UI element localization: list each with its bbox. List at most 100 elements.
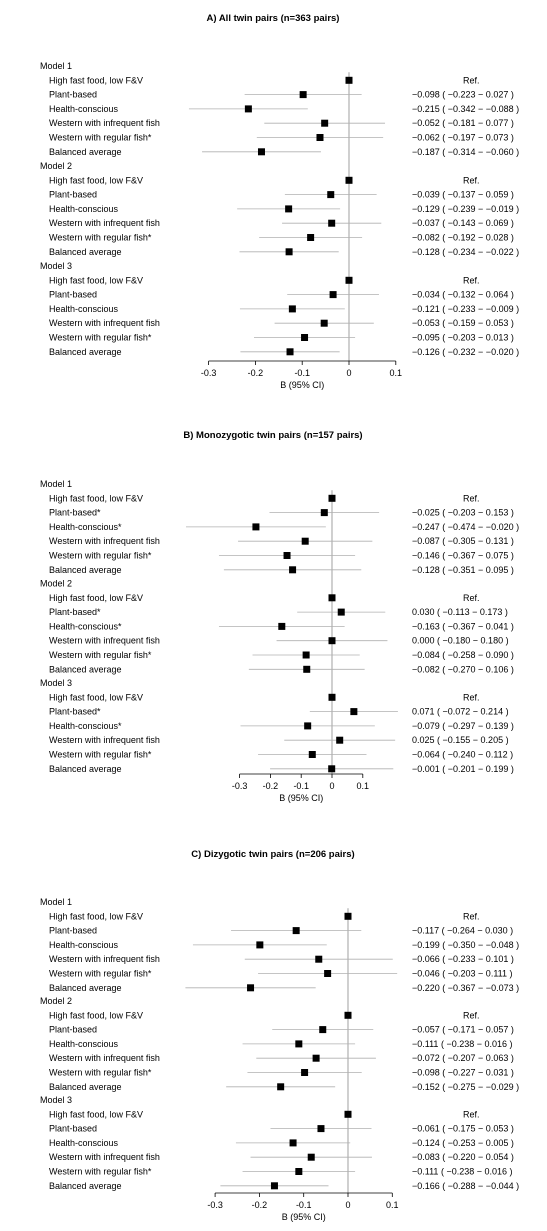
panel-title: B) Monozygotic twin pairs (n=157 pairs) bbox=[183, 430, 362, 441]
row-label: Plant-based* bbox=[49, 607, 101, 617]
point-estimate bbox=[344, 1110, 352, 1118]
x-tick-label: 0 bbox=[329, 781, 334, 791]
point-estimate bbox=[328, 765, 336, 773]
row-label: Western with infrequent fish bbox=[49, 954, 160, 964]
x-tick-label: -0.3 bbox=[207, 1200, 223, 1210]
point-estimate bbox=[295, 1040, 303, 1048]
point-estimate bbox=[285, 248, 293, 256]
row-label: Balanced average bbox=[49, 1082, 122, 1092]
row-label: Health-conscious* bbox=[49, 721, 122, 731]
point-estimate bbox=[301, 334, 309, 341]
ci-text: −0.084 ( −0.258 − 0.090 ) bbox=[412, 650, 514, 660]
ci-text: 0.071 ( −0.072 − 0.214 ) bbox=[412, 707, 509, 717]
point-estimate bbox=[316, 134, 324, 141]
point-estimate bbox=[278, 622, 286, 630]
ci-text: −0.083 ( −0.220 − 0.054 ) bbox=[412, 1152, 514, 1162]
x-tick-label: -0.2 bbox=[252, 1200, 268, 1210]
row-label: Western with regular fish* bbox=[49, 1167, 152, 1177]
x-tick-label: -0.1 bbox=[296, 1200, 312, 1210]
point-estimate bbox=[257, 148, 265, 156]
panel-title: A) All twin pairs (n=363 pairs) bbox=[207, 13, 340, 24]
ci-text: Ref. bbox=[463, 911, 480, 921]
x-tick-label: 0.1 bbox=[386, 1200, 399, 1210]
point-estimate bbox=[299, 91, 307, 99]
point-estimate bbox=[285, 205, 293, 213]
point-estimate bbox=[321, 119, 329, 127]
ci-text: Ref. bbox=[463, 1109, 480, 1119]
point-estimate bbox=[301, 537, 309, 545]
model-heading: Model 2 bbox=[40, 996, 72, 1006]
x-tick-label: -0.1 bbox=[293, 781, 309, 791]
row-label: Health-conscious bbox=[49, 104, 119, 114]
row-label: Western with infrequent fish bbox=[49, 1152, 160, 1162]
x-tick-label: -0.1 bbox=[294, 368, 310, 378]
ci-text: −0.082 ( −0.270 − 0.106 ) bbox=[412, 664, 514, 674]
ci-text: −0.098 ( −0.223 − 0.027 ) bbox=[412, 90, 514, 100]
ci-text: −0.079 ( −0.297 − 0.139 ) bbox=[412, 721, 514, 731]
ci-text: −0.220 ( −0.367 − −0.073 ) bbox=[412, 983, 519, 993]
point-estimate bbox=[295, 1168, 303, 1175]
point-estimate bbox=[350, 708, 358, 716]
point-estimate bbox=[337, 608, 345, 616]
row-label: Balanced average bbox=[49, 983, 122, 993]
ci-text: −0.052 ( −0.181 − 0.077 ) bbox=[412, 118, 514, 128]
ci-text: −0.111 ( −0.238 − 0.016 ) bbox=[412, 1167, 513, 1177]
row-label: Health-conscious bbox=[49, 1138, 119, 1148]
point-estimate bbox=[303, 665, 311, 673]
row-label: Western with regular fish* bbox=[49, 233, 152, 243]
ci-text: −0.215 ( −0.342 − −0.088 ) bbox=[412, 104, 519, 114]
point-estimate bbox=[315, 955, 323, 963]
ci-text: −0.098 ( −0.227 − 0.031 ) bbox=[412, 1068, 514, 1078]
point-estimate bbox=[345, 176, 353, 184]
point-estimate bbox=[302, 651, 310, 659]
point-estimate bbox=[308, 751, 316, 758]
ci-text: −0.199 ( −0.350 − −0.048 ) bbox=[412, 940, 519, 950]
x-tick-label: 0.1 bbox=[390, 368, 403, 378]
model-heading: Model 3 bbox=[40, 261, 72, 271]
row-label: Western with infrequent fish bbox=[49, 636, 160, 646]
row-label: Health-conscious* bbox=[49, 522, 122, 532]
ci-text: −0.062 ( −0.197 − 0.073 ) bbox=[412, 133, 514, 143]
point-estimate bbox=[344, 1011, 352, 1019]
ci-text: −0.064 ( −0.240 − 0.112 ) bbox=[412, 750, 513, 760]
ci-text: −0.034 ( −0.132 − 0.064 ) bbox=[412, 290, 514, 300]
point-estimate bbox=[344, 912, 352, 920]
point-estimate bbox=[307, 234, 315, 241]
ci-text: −0.152 ( −0.275 − −0.029 ) bbox=[412, 1082, 519, 1092]
point-estimate bbox=[328, 594, 336, 602]
ci-text: −0.066 ( −0.233 − 0.101 ) bbox=[412, 954, 514, 964]
ci-text: 0.000 ( −0.180 − 0.180 ) bbox=[412, 636, 509, 646]
point-estimate bbox=[312, 1054, 320, 1062]
point-estimate bbox=[345, 76, 353, 84]
row-label: High fast food, low F&V bbox=[49, 493, 143, 503]
row-label: Western with infrequent fish bbox=[49, 735, 160, 745]
row-label: Health-conscious bbox=[49, 204, 119, 214]
ci-text: −0.117 ( −0.264 − 0.030 ) bbox=[412, 926, 513, 936]
row-label: Plant-based bbox=[49, 926, 97, 936]
point-estimate bbox=[319, 1026, 327, 1034]
ci-text: 0.030 ( −0.113 − 0.173 ) bbox=[412, 607, 508, 617]
ci-text: 0.025 ( −0.155 − 0.205 ) bbox=[412, 735, 509, 745]
point-estimate bbox=[244, 105, 252, 113]
point-estimate bbox=[247, 984, 255, 992]
ci-text: Ref. bbox=[463, 275, 480, 285]
point-estimate bbox=[329, 291, 337, 299]
point-estimate bbox=[328, 637, 336, 645]
row-label: Western with regular fish* bbox=[49, 750, 152, 760]
point-estimate bbox=[327, 191, 335, 199]
row-label: Balanced average bbox=[49, 664, 122, 674]
point-estimate bbox=[292, 927, 300, 935]
point-estimate bbox=[307, 1153, 315, 1161]
ci-text: −0.124 ( −0.253 − 0.005 ) bbox=[412, 1138, 514, 1148]
model-heading: Model 3 bbox=[40, 678, 72, 688]
ci-text: −0.126 ( −0.232 − −0.020 ) bbox=[412, 347, 519, 357]
row-label: Balanced average bbox=[49, 347, 122, 357]
row-label: High fast food, low F&V bbox=[49, 1010, 143, 1020]
model-heading: Model 1 bbox=[40, 479, 72, 489]
ci-text: −0.095 ( −0.203 − 0.013 ) bbox=[412, 333, 514, 343]
ci-text: −0.053 ( −0.159 − 0.053 ) bbox=[412, 318, 514, 328]
ci-text: Ref. bbox=[463, 593, 480, 603]
ci-text: Ref. bbox=[463, 1010, 480, 1020]
row-label: Western with regular fish* bbox=[49, 551, 152, 561]
x-tick-label: 0 bbox=[345, 1200, 350, 1210]
